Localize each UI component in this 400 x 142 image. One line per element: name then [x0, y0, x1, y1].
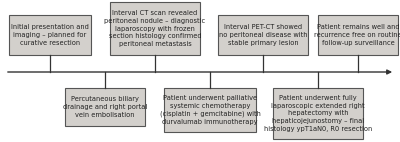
- Bar: [110, 2, 200, 55]
- Bar: [9, 15, 91, 55]
- Text: Percutaneous biliary
drainage and right portal
vein embolisation: Percutaneous biliary drainage and right …: [63, 96, 147, 118]
- Text: Interval CT scan revealed
peritoneal nodule – diagnostic
laparoscopy with frozen: Interval CT scan revealed peritoneal nod…: [104, 10, 206, 47]
- Text: Patient underwent palliative
systemic chemotherapy
(cisplatin + gemcitabine) wit: Patient underwent palliative systemic ch…: [160, 95, 260, 125]
- Text: Patient remains well and
recurrence free on routine
follow-up surveillance: Patient remains well and recurrence free…: [314, 24, 400, 46]
- Bar: [65, 88, 145, 126]
- Text: Patient underwent fully
laparoscopic extended right
hepatectomy with
hepaticojej: Patient underwent fully laparoscopic ext…: [264, 95, 372, 132]
- Bar: [218, 15, 308, 55]
- Text: Interval PET-CT showed
no peritoneal disease with
stable primary lesion: Interval PET-CT showed no peritoneal dis…: [219, 24, 307, 46]
- Bar: [318, 15, 398, 55]
- Bar: [273, 88, 363, 139]
- Bar: [164, 88, 256, 132]
- Text: Initial presentation and
imaging – planned for
curative resection: Initial presentation and imaging – plann…: [11, 24, 89, 46]
